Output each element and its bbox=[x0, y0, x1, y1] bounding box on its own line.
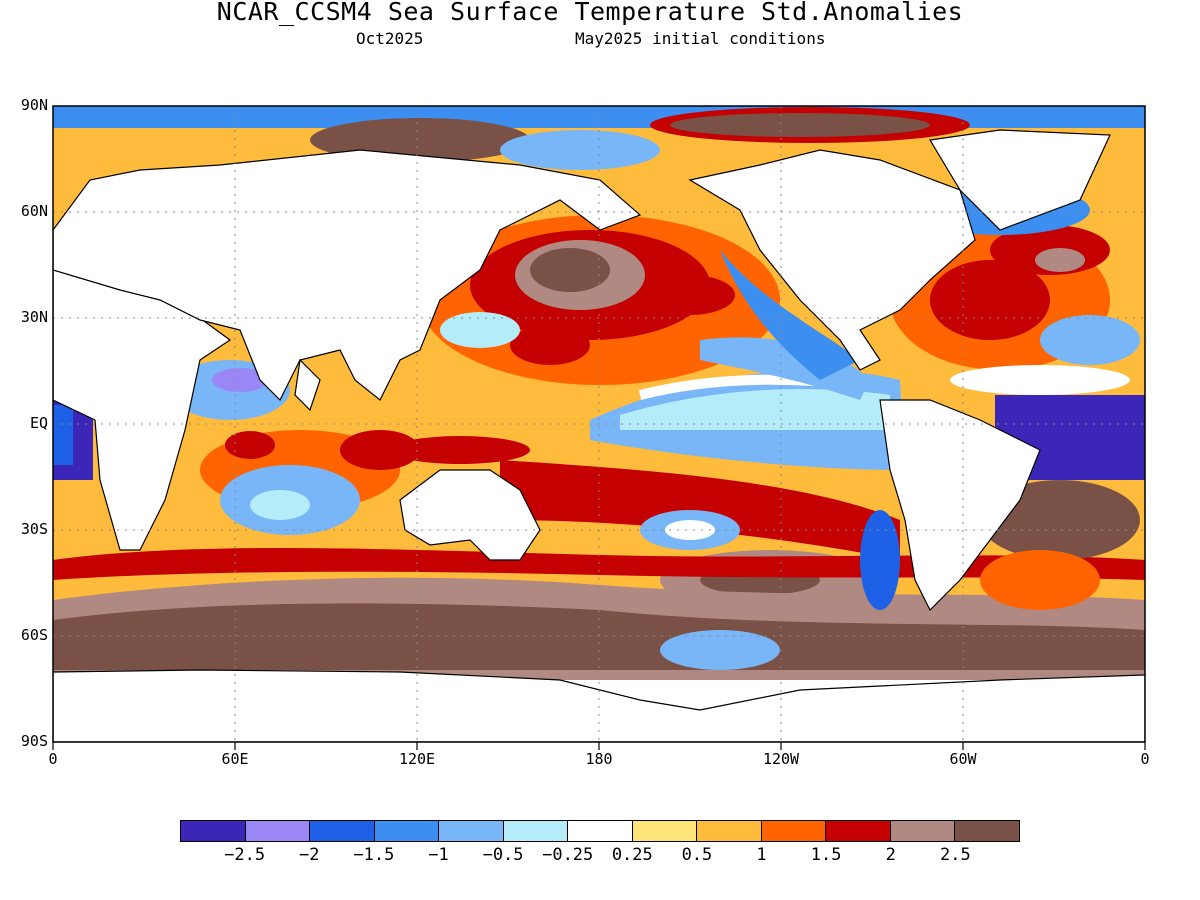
legend-swatch bbox=[890, 821, 956, 841]
legend-label: −1 bbox=[428, 845, 449, 865]
legend-label: −0.25 bbox=[542, 845, 594, 865]
legend-swatch bbox=[245, 821, 311, 841]
legend-label: 0.25 bbox=[611, 845, 653, 865]
legend-label: 0.5 bbox=[681, 845, 713, 865]
lat-label-60n: 60N bbox=[20, 202, 48, 220]
legend-label: 2 bbox=[885, 845, 896, 865]
lon-label-60e: 60E bbox=[221, 750, 249, 768]
lon-label-120e: 120E bbox=[398, 750, 436, 768]
chart-title: NCAR_CCSM4 Sea Surface Temperature Std.A… bbox=[216, 0, 964, 26]
legend-swatch bbox=[310, 821, 375, 841]
lat-label-90s: 90S bbox=[20, 732, 48, 750]
lon-label-0-east: 0 bbox=[1140, 750, 1150, 768]
lat-label-60s: 60S bbox=[20, 626, 48, 644]
legend-swatch bbox=[761, 821, 827, 841]
legend-swatch bbox=[503, 821, 569, 841]
legend-swatch bbox=[955, 821, 1019, 841]
legend-label: 2.5 bbox=[940, 845, 971, 865]
legend-swatch bbox=[632, 821, 698, 841]
legend-swatch bbox=[374, 821, 440, 841]
legend-swatch bbox=[697, 821, 762, 841]
legend-label: −0.5 bbox=[482, 845, 524, 865]
lat-label-eq: EQ bbox=[29, 414, 48, 432]
legend-label: −2 bbox=[298, 845, 320, 865]
legend-label: −1.5 bbox=[353, 845, 395, 865]
lat-label-30n: 30N bbox=[20, 308, 48, 326]
lon-label-0-west: 0 bbox=[48, 750, 58, 768]
lat-label-90n: 90N bbox=[20, 96, 48, 114]
axis-ticks bbox=[52, 742, 1146, 750]
grid-lines bbox=[53, 106, 1145, 742]
legend-swatch bbox=[826, 821, 891, 841]
lon-label-60w: 60W bbox=[949, 750, 977, 768]
lon-label-180: 180 bbox=[585, 750, 613, 768]
legend-swatch bbox=[181, 821, 246, 841]
init-conditions: May2025 initial conditions bbox=[575, 29, 826, 48]
legend-swatch bbox=[568, 821, 633, 841]
legend-label: 1 bbox=[756, 845, 767, 865]
legend-label: −2.5 bbox=[224, 845, 266, 865]
valid-month: Oct2025 bbox=[356, 29, 424, 48]
color-legend bbox=[180, 820, 1020, 842]
legend-label: 1.5 bbox=[810, 845, 842, 865]
legend-swatch bbox=[439, 821, 504, 841]
lat-label-30s: 30S bbox=[20, 520, 48, 538]
lon-label-120w: 120W bbox=[762, 750, 800, 768]
